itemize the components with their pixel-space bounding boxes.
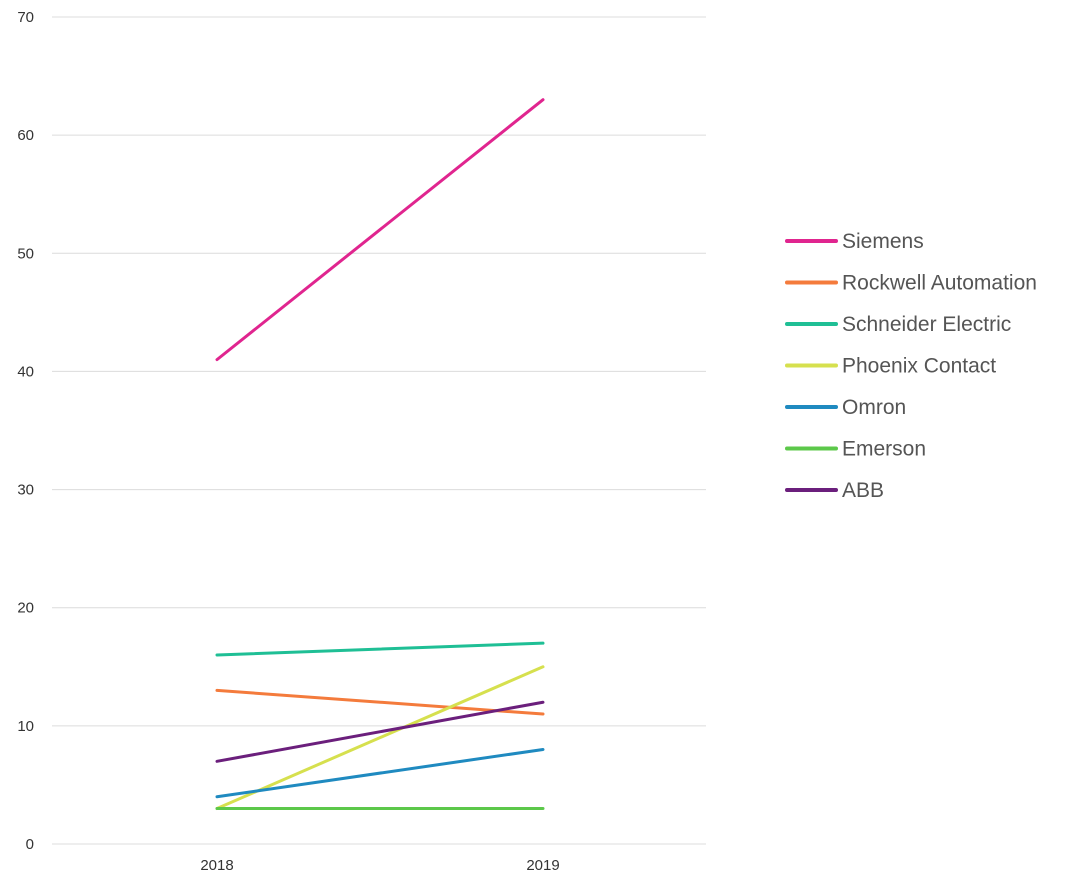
legend-item-omron: Omron xyxy=(785,396,906,419)
y-tick-label: 40 xyxy=(17,363,34,380)
series-line-phoenix-contact xyxy=(215,665,545,811)
series-lines xyxy=(215,98,545,811)
legend-item-rockwell-automation: Rockwell Automation xyxy=(785,272,1037,295)
legend-label: Emerson xyxy=(842,438,926,461)
legend-label: Rockwell Automation xyxy=(842,272,1037,295)
legend-item-abb: ABB xyxy=(785,479,884,502)
legend-item-schneider-electric: Schneider Electric xyxy=(785,313,1011,336)
y-tick-label: 0 xyxy=(26,836,34,853)
legend-item-emerson: Emerson xyxy=(785,438,926,461)
legend-label: Phoenix Contact xyxy=(842,355,996,378)
y-tick-label: 20 xyxy=(17,600,34,617)
series-line-siemens xyxy=(215,98,545,362)
x-tick-label: 2019 xyxy=(526,857,559,872)
series-line-abb xyxy=(215,700,545,763)
series-line-omron xyxy=(215,747,545,799)
x-tick-label: 2018 xyxy=(200,857,233,872)
y-tick-label: 50 xyxy=(17,245,34,262)
legend-label: Schneider Electric xyxy=(842,313,1011,336)
legend-item-siemens: Siemens xyxy=(785,230,924,253)
y-tick-label: 30 xyxy=(17,482,34,499)
legend: Siemens Rockwell Automation Schneider Elec… xyxy=(785,230,1037,502)
y-tick-label: 60 xyxy=(17,127,34,144)
x-axis-tick-labels: 2018 2019 xyxy=(200,857,559,874)
legend-item-phoenix-contact: Phoenix Contact xyxy=(785,355,996,378)
legend-label: ABB xyxy=(842,479,884,502)
legend-label: Siemens xyxy=(842,230,924,253)
series-line-schneider-electric xyxy=(215,641,545,657)
series-line-rockwell-automation xyxy=(215,688,545,716)
y-tick-label: 70 xyxy=(17,9,34,26)
y-tick-label: 10 xyxy=(17,718,34,735)
legend-label: Omron xyxy=(842,396,906,419)
y-axis-tick-labels: 0 10 20 30 40 50 60 70 xyxy=(17,9,34,853)
gridlines xyxy=(52,16,706,845)
